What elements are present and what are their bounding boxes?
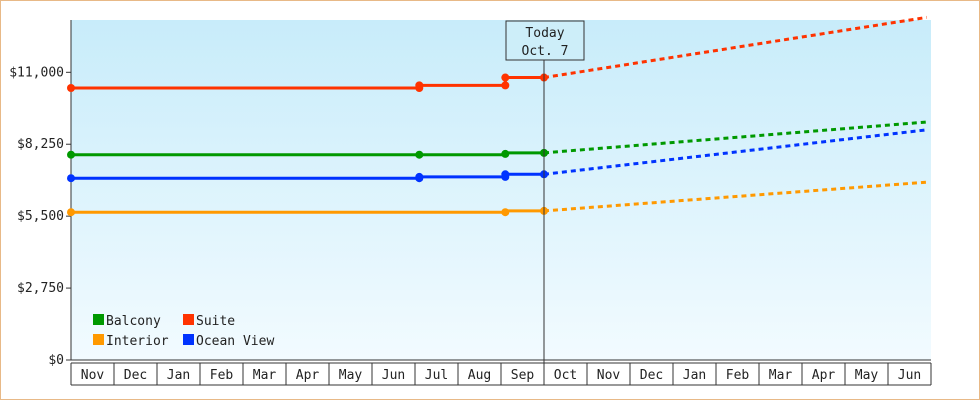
- today-date: Oct. 7: [522, 44, 569, 59]
- legend-swatch: [93, 334, 104, 345]
- legend-item-interior: Interior: [93, 334, 169, 349]
- data-point: [415, 172, 424, 181]
- series-line-suite: [71, 76, 544, 90]
- legend: Balcony Suite Interior Ocean View: [93, 314, 274, 349]
- month-label: Dec: [640, 368, 663, 383]
- data-point: [501, 73, 510, 82]
- month-label: Nov: [81, 368, 105, 383]
- plot-area: [71, 20, 931, 360]
- series-line-interior: [71, 209, 544, 214]
- month-label: Nov: [597, 368, 621, 383]
- legend-swatch: [183, 314, 194, 325]
- legend-label: Interior: [106, 334, 169, 349]
- legend-swatch: [183, 334, 194, 345]
- series-balcony: [67, 120, 927, 159]
- month-label: Feb: [726, 368, 750, 383]
- month-label: Apr: [296, 368, 320, 383]
- y-tick-label: $0: [48, 353, 64, 368]
- month-label: May: [339, 368, 363, 383]
- month-label: Mar: [769, 368, 793, 383]
- data-point: [501, 208, 510, 217]
- today-label: Today: [525, 26, 564, 41]
- data-point: [67, 84, 75, 92]
- y-tick-label: $5,500: [17, 209, 64, 224]
- legend-label: Suite: [196, 314, 235, 329]
- legend-label: Balcony: [106, 314, 161, 329]
- legend-item-balcony: Balcony: [93, 314, 161, 329]
- y-axis: $0 $2,750 $5,500 $8,250 $11,000: [9, 20, 72, 368]
- legend-swatch: [93, 314, 104, 325]
- today-marker: Today Oct. 7: [505, 20, 585, 385]
- month-label: Jan: [683, 368, 706, 383]
- legend-item-suite: Suite: [183, 314, 235, 329]
- series-interior: [67, 180, 927, 217]
- x-axis: Nov Dec Jan Feb Mar Apr May Jun Jul Aug Sep Oct Nov D…: [70, 359, 932, 386]
- month-label: Dec: [124, 368, 147, 383]
- y-tick-label: $2,750: [17, 281, 64, 296]
- today-box: [505, 20, 585, 61]
- month-label: Sep: [511, 368, 535, 383]
- month-label: May: [855, 368, 879, 383]
- month-label: Oct: [554, 368, 577, 383]
- projection-line-interior: [543, 180, 927, 213]
- projection-line-suite: [543, 15, 927, 80]
- month-label: Jun: [382, 368, 405, 383]
- month-label: Mar: [253, 368, 277, 383]
- y-tick-label: $8,250: [17, 137, 64, 152]
- y-tick-label: $11,000: [9, 65, 64, 80]
- projection-line-ocean-view: [543, 128, 927, 176]
- month-label: Jun: [898, 368, 921, 383]
- month-label: Jan: [167, 368, 190, 383]
- month-label: Feb: [210, 368, 234, 383]
- month-label: Jul: [425, 368, 448, 383]
- data-point: [67, 150, 75, 159]
- data-point: [501, 149, 510, 158]
- legend-label: Ocean View: [196, 334, 274, 349]
- projection-line-balcony: [543, 120, 927, 155]
- data-point: [415, 150, 424, 159]
- month-label: Apr: [812, 368, 836, 383]
- data-point: [415, 81, 424, 90]
- month-label: Aug: [468, 368, 491, 383]
- data-point: [67, 174, 75, 183]
- data-point: [67, 208, 75, 217]
- data-point: [501, 170, 510, 179]
- series-suite: [67, 15, 927, 92]
- data-point: [501, 81, 510, 90]
- series-line-ocean-view: [71, 172, 544, 180]
- series-layer: [67, 15, 927, 217]
- legend-item-ocean-view: Ocean View: [183, 334, 274, 349]
